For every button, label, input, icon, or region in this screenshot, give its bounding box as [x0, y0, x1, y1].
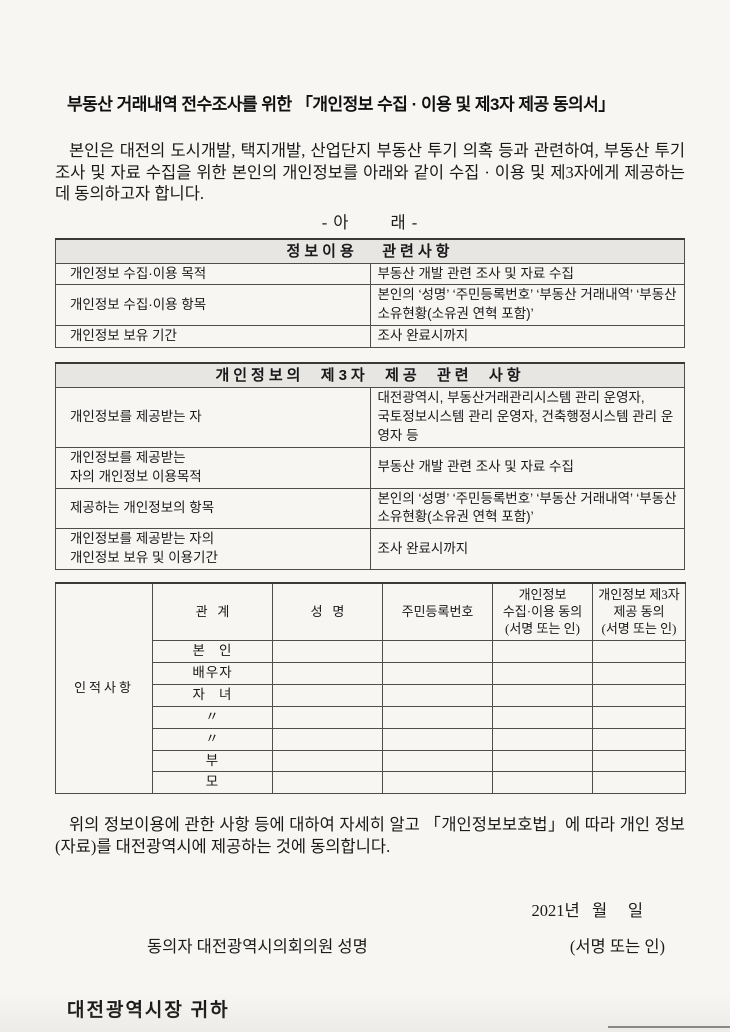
- table-row: 개인정보 수집·이용 항목 본인의 ‘성명’ ‘주민등록번호’ ‘부동산 거래내…: [55, 284, 685, 327]
- collect-consent-cell: [492, 749, 593, 773]
- row-value: 대전광역시, 부동산거래관리시스템 관리 운영자, 국토정보시스템 관리 운영자…: [369, 387, 685, 448]
- resident-number-cell: [382, 727, 493, 751]
- collect-consent-cell: [492, 661, 593, 685]
- third-party-table-header-row: 개인정보의 제3자 제공 관련 사항: [55, 362, 685, 389]
- name-cell: [272, 683, 383, 707]
- column-header-name: 성 명: [272, 582, 383, 642]
- third-party-table: 개인정보의 제3자 제공 관련 사항 개인정보를 제공받는 자 대전광역시, 부…: [55, 362, 685, 571]
- collect-consent-cell: [492, 771, 593, 795]
- row-value: 조사 완료시까지: [369, 325, 685, 349]
- relation-label: 〃: [152, 705, 273, 729]
- column-header-third-party-consent: 개인정보 제3자 제공 동의 (서명 또는 인): [592, 582, 686, 642]
- closing-paragraph: 위의 정보이용에 관한 사항 등에 대하여 자세히 알고 「개인정보보호법」에 …: [55, 815, 685, 856]
- name-cell: [272, 771, 383, 795]
- row-value: 본인의 ‘성명’ ‘주민등록번호’ ‘부동산 거래내역’ ‘부동산 소유현황(소…: [369, 284, 685, 327]
- table-row-mother: 모: [56, 771, 686, 795]
- relation-label: 부: [152, 749, 273, 773]
- table-row: 제공하는 개인정보의 항목 본인의 ‘성명’ ‘주민등록번호’ ‘부동산 거래내…: [55, 487, 685, 530]
- collect-consent-cell: [492, 683, 593, 707]
- below-divider-label: - 아 래 -: [321, 212, 419, 232]
- table-row: 개인정보를 제공받는 자 대전광역시, 부동산거래관리시스템 관리 운영자, 국…: [55, 387, 685, 448]
- third-party-consent-cell: [592, 640, 686, 663]
- column-header-resident-number: 주민등록번호: [382, 582, 493, 642]
- third-party-consent-cell: [592, 727, 686, 751]
- third-party-consent-cell: [592, 749, 686, 773]
- row-label: 제공하는 개인정보의 항목: [55, 487, 371, 530]
- date-line: 2021년 월 일: [531, 901, 643, 921]
- collect-consent-cell: [492, 640, 593, 663]
- resident-number-cell: [382, 683, 493, 707]
- row-value: 본인의 ‘성명’ ‘주민등록번호’ ‘부동산 거래내역’ ‘부동산 소유현황(소…: [369, 487, 685, 530]
- relation-label: 모: [152, 771, 273, 795]
- table-row: 개인정보를 제공받는 자의 개인정보 보유 및 이용기간 조사 완료시까지: [55, 528, 685, 571]
- info-use-table: 정보이용 관련사항 개인정보 수집·이용 목적 부동산 개발 관련 조사 및 자…: [55, 237, 685, 349]
- column-header-collect-consent: 개인정보 수집·이용 동의 (서명 또는 인): [492, 582, 593, 642]
- table-row: 개인정보를 제공받는 자의 개인정보 이용목적 부동산 개발 관련 조사 및 자…: [55, 446, 685, 489]
- third-party-consent-cell: [592, 661, 686, 685]
- resident-number-cell: [382, 771, 493, 795]
- resident-number-cell: [382, 640, 493, 663]
- personal-table-group-label: 인적사항: [55, 582, 153, 795]
- resident-number-cell: [382, 705, 493, 729]
- third-party-table-header: 개인정보의 제3자 제공 관련 사항: [55, 362, 685, 389]
- row-value: 부동산 개발 관련 조사 및 자료 수집: [369, 262, 685, 286]
- row-label: 개인정보 수집·이용 목적: [55, 262, 371, 286]
- relation-label: 배우자: [152, 661, 273, 685]
- collect-consent-cell: [492, 705, 593, 729]
- signer-row: 동의자 대전광역시의회의원 성명 (서명 또는 인): [55, 933, 685, 957]
- info-use-table-header: 정보이용 관련사항: [55, 238, 685, 264]
- table-row: 개인정보 수집·이용 목적 부동산 개발 관련 조사 및 자료 수집: [55, 262, 685, 286]
- name-cell: [272, 727, 383, 751]
- name-cell: [272, 661, 383, 685]
- intro-paragraph: 본인은 대전의 도시개발, 택지개발, 산업단지 부동산 투기 의혹 등과 관련…: [55, 141, 685, 203]
- resident-number-cell: [382, 749, 493, 773]
- signer-line: 동의자 대전광역시의회의원 성명: [147, 937, 368, 957]
- third-party-consent-cell: [592, 683, 686, 707]
- table-row-ditto: 〃: [56, 705, 686, 729]
- row-value: 부동산 개발 관련 조사 및 자료 수집: [369, 446, 685, 489]
- recipient-line: 대전광역시장 귀하: [55, 995, 685, 1022]
- info-use-table-header-row: 정보이용 관련사항: [55, 238, 685, 264]
- name-cell: [272, 749, 383, 773]
- personal-details-table: 인적사항 관 계 성 명 주민등록번호 개인정보 수집·이용 동의 (서명 또는…: [55, 582, 686, 795]
- row-value: 조사 완료시까지: [369, 528, 685, 571]
- row-label: 개인정보 보유 기간: [55, 325, 371, 349]
- name-cell: [272, 640, 383, 663]
- row-label: 개인정보를 제공받는 자의 개인정보 보유 및 이용기간: [55, 528, 371, 571]
- signature-hint: (서명 또는 인): [569, 937, 665, 957]
- name-cell: [272, 705, 383, 729]
- third-party-consent-cell: [592, 705, 686, 729]
- column-header-relation: 관 계: [152, 582, 273, 642]
- scan-noise-band: [0, 992, 730, 1032]
- resident-number-cell: [382, 661, 493, 685]
- scan-edge-artifact: [608, 1026, 730, 1028]
- relation-label: 〃: [152, 727, 273, 751]
- table-row-child: 자 녀: [56, 683, 686, 707]
- row-label: 개인정보 수집·이용 항목: [55, 284, 371, 327]
- third-party-consent-cell: [592, 771, 686, 795]
- row-label: 개인정보를 제공받는 자의 개인정보 이용목적: [55, 446, 371, 489]
- collect-consent-cell: [492, 727, 593, 751]
- table-row-ditto: 〃: [56, 727, 686, 751]
- table-row-spouse: 배우자: [56, 661, 686, 685]
- personal-table-header-row: 인적사항 관 계 성 명 주민등록번호 개인정보 수집·이용 동의 (서명 또는…: [55, 582, 686, 795]
- table-row: 개인정보 보유 기간 조사 완료시까지: [55, 325, 685, 349]
- document-title: 부동산 거래내역 전수조사를 위한 「개인정보 수집 · 이용 및 제3자 제공…: [67, 95, 615, 114]
- relation-label: 자 녀: [152, 683, 273, 707]
- row-label: 개인정보를 제공받는 자: [55, 387, 371, 448]
- relation-label: 본 인: [152, 640, 273, 663]
